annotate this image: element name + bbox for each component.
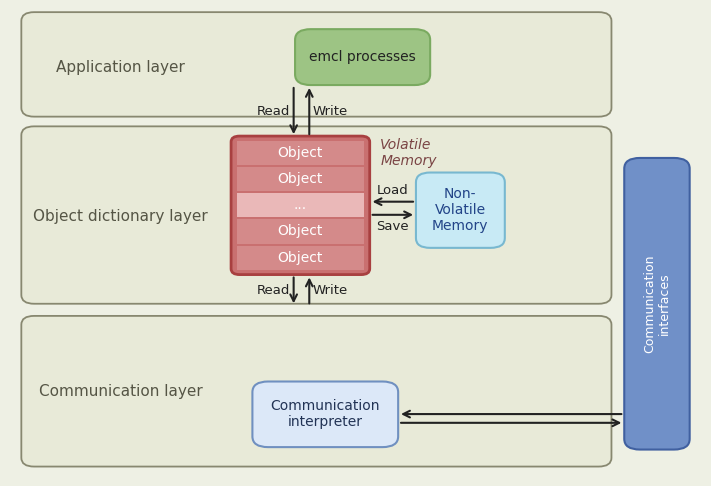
Text: Object: Object [278, 251, 323, 265]
FancyBboxPatch shape [624, 158, 690, 450]
Text: Object dictionary layer: Object dictionary layer [33, 209, 208, 224]
FancyBboxPatch shape [252, 382, 398, 447]
Text: Read: Read [257, 284, 290, 297]
Text: Non-
Volatile
Memory: Non- Volatile Memory [432, 187, 488, 233]
Text: Application layer: Application layer [56, 60, 186, 74]
FancyBboxPatch shape [21, 316, 611, 467]
Text: Communication
interpreter: Communication interpreter [270, 399, 380, 430]
Text: Object: Object [278, 146, 323, 160]
Bar [237, 193, 364, 217]
Bar [237, 167, 364, 191]
Text: Volatile
Memory: Volatile Memory [380, 138, 437, 168]
Text: Object: Object [278, 225, 323, 239]
Text: Read: Read [257, 105, 290, 118]
FancyBboxPatch shape [21, 12, 611, 117]
Text: Write: Write [313, 105, 348, 118]
Bar [237, 141, 364, 165]
FancyBboxPatch shape [21, 126, 611, 304]
Text: Write: Write [313, 284, 348, 297]
Text: Object: Object [278, 172, 323, 186]
Text: Load: Load [377, 184, 408, 197]
Text: ...: ... [294, 198, 307, 212]
Text: emcl processes: emcl processes [309, 50, 416, 64]
Bar [237, 245, 364, 270]
Text: Communication layer: Communication layer [39, 384, 203, 399]
FancyBboxPatch shape [295, 29, 430, 85]
FancyBboxPatch shape [416, 173, 505, 248]
Text: Communication
interfaces: Communication interfaces [643, 255, 671, 353]
FancyBboxPatch shape [231, 136, 370, 275]
Text: Save: Save [376, 220, 409, 233]
Bar [237, 219, 364, 243]
